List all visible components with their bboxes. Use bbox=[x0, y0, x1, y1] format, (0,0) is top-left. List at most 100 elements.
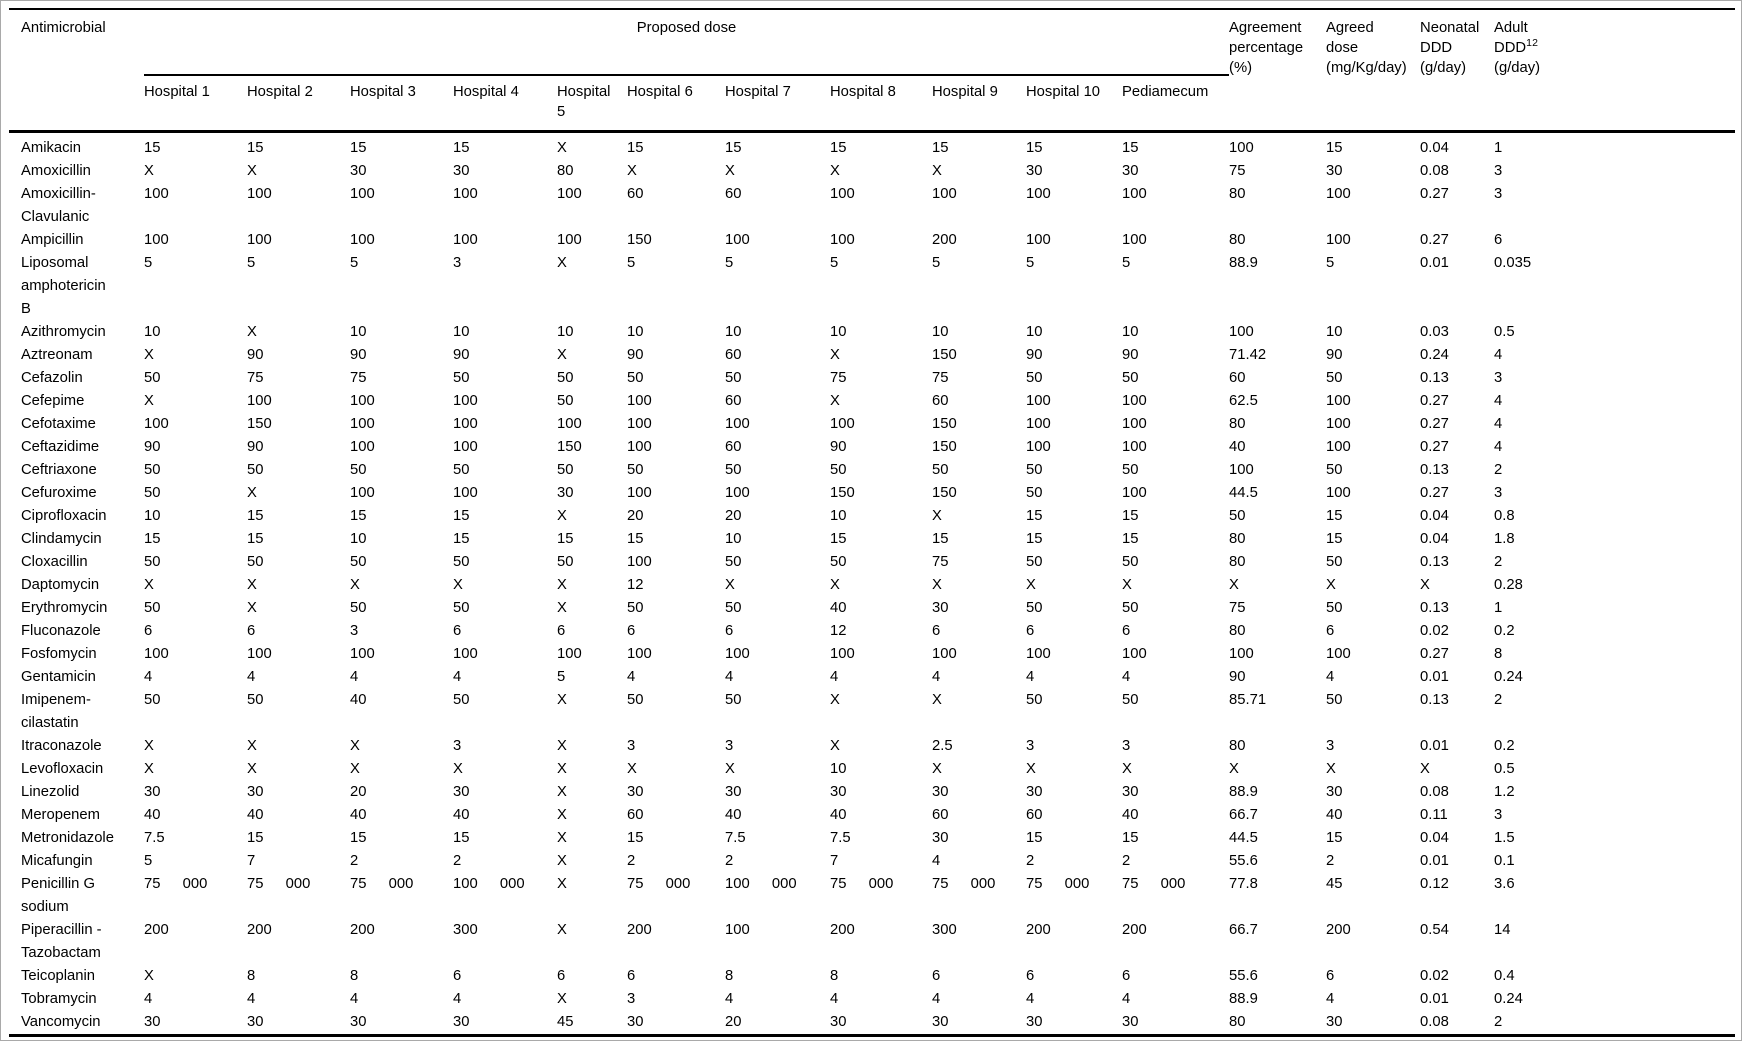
cell-hospital-7: 10 bbox=[725, 531, 742, 547]
cell-agreed-dose: 15 bbox=[1326, 830, 1343, 846]
cell-neonatal-ddd: 0.01 bbox=[1420, 255, 1449, 271]
cell-hospital-8: 12 bbox=[830, 623, 847, 639]
cell-agreed-dose: 200 bbox=[1326, 922, 1351, 938]
cell-hospital-5: X bbox=[557, 830, 567, 846]
cell-hospital-1: 50 bbox=[144, 370, 161, 386]
cell-hospital-2: 6 bbox=[247, 623, 256, 639]
table-row: Cefepime X 100 100 100 50 100 60 X 60 100 100 62.5 10… bbox=[9, 390, 1735, 413]
cell-neonatal-ddd: 0.04 bbox=[1420, 508, 1449, 524]
table-row: Fosfomycin 100 100 100 100 100 100 100 100 100 100… bbox=[9, 643, 1735, 666]
cell-hospital-9: 10 bbox=[932, 324, 949, 340]
cell-hospital-8: 4 bbox=[830, 991, 839, 1007]
antimicrobial-name: Teicoplanin bbox=[21, 968, 96, 984]
antimicrobial-name: Amoxicillin bbox=[21, 163, 91, 179]
cell-agreement-percentage: 100 bbox=[1229, 140, 1254, 156]
cell-hospital-8: X bbox=[830, 738, 840, 754]
table-row: Daptomycin X X X X X 12 X X X X X X X X 0.28 bbox=[9, 574, 1735, 597]
cell-hospital-4: 100 bbox=[453, 186, 478, 202]
cell-hospital-6: 12 bbox=[627, 577, 644, 593]
cell-agreement-percentage: 80 bbox=[1229, 554, 1246, 570]
cell-pediamecum: 15 bbox=[1122, 531, 1139, 547]
cell-agreed-dose: 100 bbox=[1326, 485, 1351, 501]
cell-hospital-2: 15 bbox=[247, 508, 264, 524]
cell-hospital-9: 100 bbox=[932, 186, 957, 202]
cell-hospital-1: 6 bbox=[144, 623, 153, 639]
cell-hospital-8: 10 bbox=[830, 761, 847, 777]
cell-hospital-8: 90 bbox=[830, 439, 847, 455]
group-header-row: Antimicrobial Proposed dose Agreement pe… bbox=[9, 9, 1735, 133]
cell-hospital-7: 60 bbox=[725, 186, 742, 202]
cell-pediamecum: 30 bbox=[1122, 163, 1139, 179]
cell-hospital-7: 100 bbox=[725, 232, 750, 248]
cell-hospital-1: 10 bbox=[144, 508, 161, 524]
cell-neonatal-ddd: 0.13 bbox=[1420, 600, 1449, 616]
cell-hospital-8: 50 bbox=[830, 554, 847, 570]
cell-hospital-5: X bbox=[557, 255, 567, 271]
cell-adult-ddd: 1 bbox=[1494, 600, 1503, 616]
cell-hospital-2: 75 bbox=[247, 370, 264, 386]
cell-hospital-9: 6 bbox=[932, 968, 941, 984]
cell-hospital-9: 30 bbox=[932, 830, 949, 846]
cell-adult-ddd: 2 bbox=[1494, 462, 1503, 478]
cell-neonatal-ddd: 0.13 bbox=[1420, 554, 1449, 570]
cell-hospital-2: 40 bbox=[247, 807, 264, 823]
cell-hospital-6: 30 bbox=[627, 784, 644, 800]
antimicrobial-name: Meropenem bbox=[21, 807, 100, 823]
cell-hospital-7: 100 bbox=[725, 416, 750, 432]
cell-agreed-dose: 4 bbox=[1326, 991, 1335, 1007]
cell-hospital-4: 15 bbox=[453, 830, 470, 846]
cell-hospital-1: 5 bbox=[144, 255, 153, 271]
table-row: Penicillin G sodium 75 000 75 000 75 000 100… bbox=[9, 873, 1735, 919]
cell-hospital-4: 100 bbox=[453, 439, 478, 455]
cell-pediamecum: 100 bbox=[1122, 416, 1147, 432]
cell-hospital-10: 4 bbox=[1026, 669, 1035, 685]
cell-hospital-9: 75 bbox=[932, 370, 949, 386]
cell-hospital-2: X bbox=[247, 324, 257, 340]
cell-pediamecum: 100 bbox=[1122, 232, 1147, 248]
cell-hospital-4: 30 bbox=[453, 784, 470, 800]
column-group-header-proposed-dose: Proposed dose bbox=[144, 9, 1230, 76]
cell-hospital-6: 60 bbox=[627, 186, 644, 202]
cell-hospital-5: X bbox=[557, 876, 567, 892]
cell-hospital-5: X bbox=[557, 140, 567, 156]
cell-agreed-dose: 50 bbox=[1326, 370, 1343, 386]
cell-hospital-3: X bbox=[350, 761, 360, 777]
table-header: Antimicrobial Proposed dose Agreement pe… bbox=[9, 9, 1735, 133]
cell-hospital-3: X bbox=[350, 738, 360, 754]
cell-hospital-2: X bbox=[247, 600, 257, 616]
cell-hospital-2: 90 bbox=[247, 439, 264, 455]
cell-hospital-5: 100 bbox=[557, 646, 582, 662]
cell-hospital-5: X bbox=[557, 347, 567, 363]
cell-hospital-6: 6 bbox=[627, 623, 636, 639]
cell-hospital-8: 150 bbox=[830, 485, 855, 501]
cell-hospital-10: X bbox=[1026, 577, 1036, 593]
table-row: Cefotaxime 100 150 100 100 100 100 100 100 150 100… bbox=[9, 413, 1735, 436]
cell-hospital-1: 90 bbox=[144, 439, 161, 455]
cell-hospital-4: 30 bbox=[453, 163, 470, 179]
cell-agreed-dose: X bbox=[1326, 761, 1336, 777]
cell-hospital-10: 30 bbox=[1026, 784, 1043, 800]
cell-hospital-3: 40 bbox=[350, 807, 367, 823]
antimicrobial-name: Piperacillin - Tazobactam bbox=[21, 922, 102, 961]
cell-agreement-percentage: 40 bbox=[1229, 439, 1246, 455]
cell-hospital-6: 100 bbox=[627, 554, 652, 570]
cell-hospital-6: 90 bbox=[627, 347, 644, 363]
cell-hospital-2: 8 bbox=[247, 968, 256, 984]
cell-agreement-percentage: 88.9 bbox=[1229, 784, 1258, 800]
cell-agreed-dose: 50 bbox=[1326, 462, 1343, 478]
cell-agreement-percentage: 77.8 bbox=[1229, 876, 1258, 892]
cell-pediamecum: 90 bbox=[1122, 347, 1139, 363]
cell-hospital-9: 150 bbox=[932, 347, 957, 363]
cell-neonatal-ddd: 0.01 bbox=[1420, 991, 1449, 1007]
cell-hospital-6: 150 bbox=[627, 232, 652, 248]
cell-hospital-7: X bbox=[725, 163, 735, 179]
cell-hospital-5: X bbox=[557, 922, 567, 938]
cell-hospital-9: X bbox=[932, 508, 942, 524]
cell-adult-ddd: 3.6 bbox=[1494, 876, 1515, 892]
cell-agreement-percentage: 90 bbox=[1229, 669, 1246, 685]
cell-hospital-7: 20 bbox=[725, 1014, 742, 1030]
table-row: Tobramycin 4 4 4 4 X 3 4 4 4 4 4 88.9 4 0.01 0.24 bbox=[9, 988, 1735, 1011]
cell-adult-ddd: 8 bbox=[1494, 646, 1503, 662]
cell-hospital-9: X bbox=[932, 577, 942, 593]
cell-hospital-9: 6 bbox=[932, 623, 941, 639]
